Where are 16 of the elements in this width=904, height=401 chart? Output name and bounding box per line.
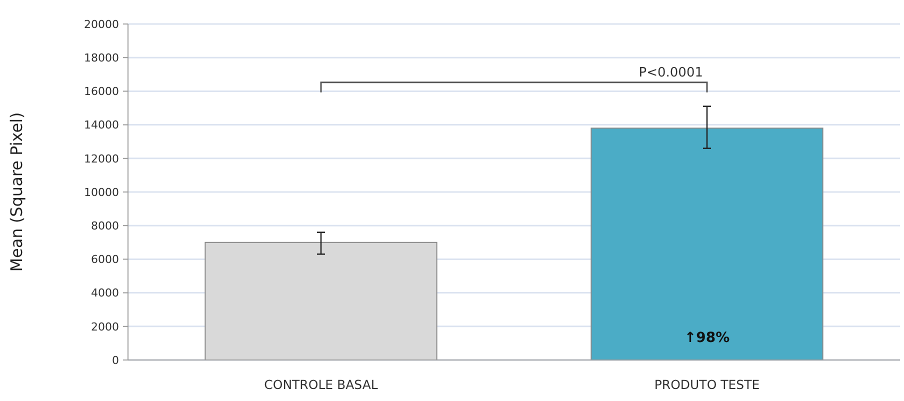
- y-tick-label: 2000: [91, 320, 119, 334]
- y-tick-label: 14000: [84, 118, 119, 132]
- y-tick-label: 16000: [84, 85, 119, 98]
- y-tick-label: 18000: [84, 51, 119, 64]
- y-tick-label: 8000: [91, 219, 119, 232]
- x-tick-label: PRODUTO TESTE: [654, 377, 760, 392]
- y-tick-label: 10000: [84, 186, 119, 199]
- y-tick-label: 4000: [91, 286, 119, 300]
- y-axis-title: Mean (Square Pixel): [7, 112, 26, 272]
- y-tick-label: 20000: [84, 18, 119, 31]
- x-tick-label: CONTROLE BASAL: [264, 377, 378, 392]
- annotation: P<0.0001: [638, 65, 703, 80]
- annotation: ↑98%: [684, 330, 730, 346]
- y-tick-label: 6000: [91, 253, 119, 266]
- y-tick-label: 12000: [84, 152, 119, 166]
- y-tick-label: 0: [112, 354, 119, 367]
